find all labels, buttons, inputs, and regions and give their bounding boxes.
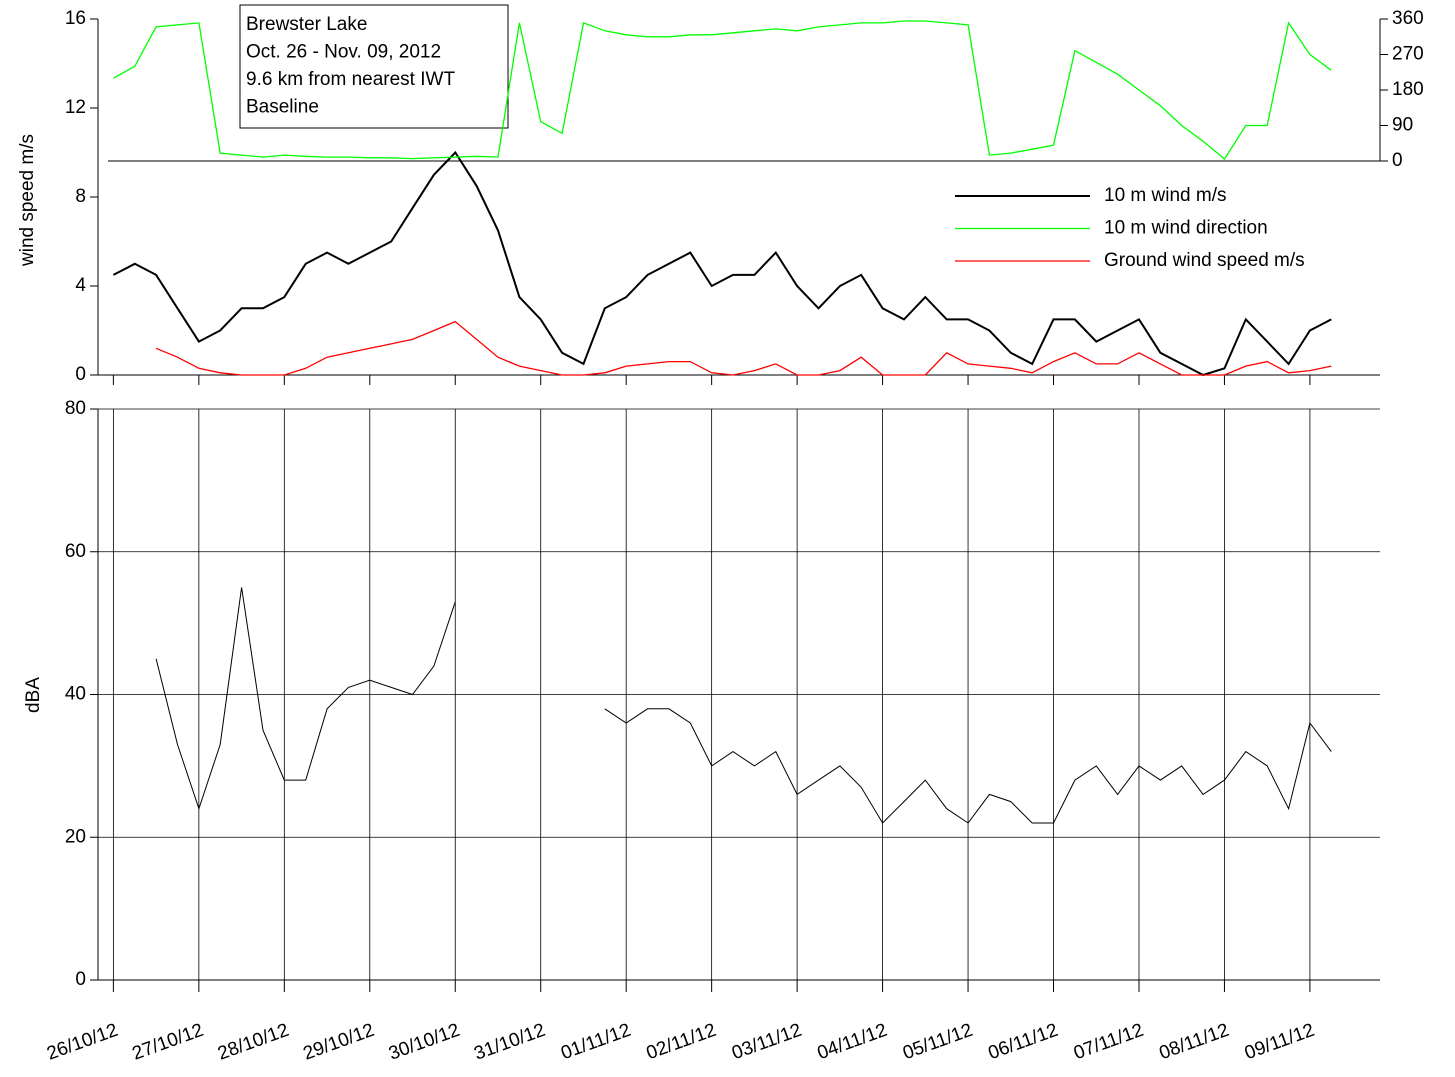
y2-tick-label: 90	[1392, 115, 1413, 136]
annotation-box	[239, 4, 509, 129]
legend-label: Ground wind speed m/s	[1104, 250, 1305, 271]
y-tick-label: 60	[65, 541, 86, 562]
series-line	[155, 320, 1332, 376]
annotation: Oct. 26 - Nov. 09, 2012	[246, 42, 441, 63]
y-tick-label: 20	[65, 826, 86, 847]
y2-tick-label: 180	[1392, 79, 1424, 100]
y2-tick-label: 360	[1392, 8, 1424, 29]
y-tick-label: 80	[65, 398, 86, 419]
legend-label: 10 m wind direction	[1104, 218, 1268, 239]
y-tick-label: 8	[75, 186, 86, 207]
series-line	[113, 20, 1332, 160]
annotation: 9.6 km from nearest IWT	[246, 69, 455, 90]
y-axis-label: dBA	[23, 677, 44, 713]
y-tick-label: 0	[75, 364, 86, 385]
y-tick-label: 0	[75, 969, 86, 990]
annotation: Baseline	[246, 97, 319, 118]
y-tick-label: 4	[75, 275, 86, 296]
annotation: Brewster Lake	[246, 14, 367, 35]
legend-label: 10 m wind m/s	[1104, 185, 1226, 206]
series-line	[112, 150, 1332, 377]
y2-tick-label: 270	[1392, 44, 1424, 65]
y-tick-label: 12	[65, 97, 86, 118]
y2-tick-label: 0	[1392, 150, 1403, 171]
series-line	[155, 587, 1332, 824]
y-axis-label: wind speed m/s	[17, 134, 38, 267]
y-tick-label: 40	[65, 684, 86, 705]
y-tick-label: 16	[65, 8, 86, 29]
